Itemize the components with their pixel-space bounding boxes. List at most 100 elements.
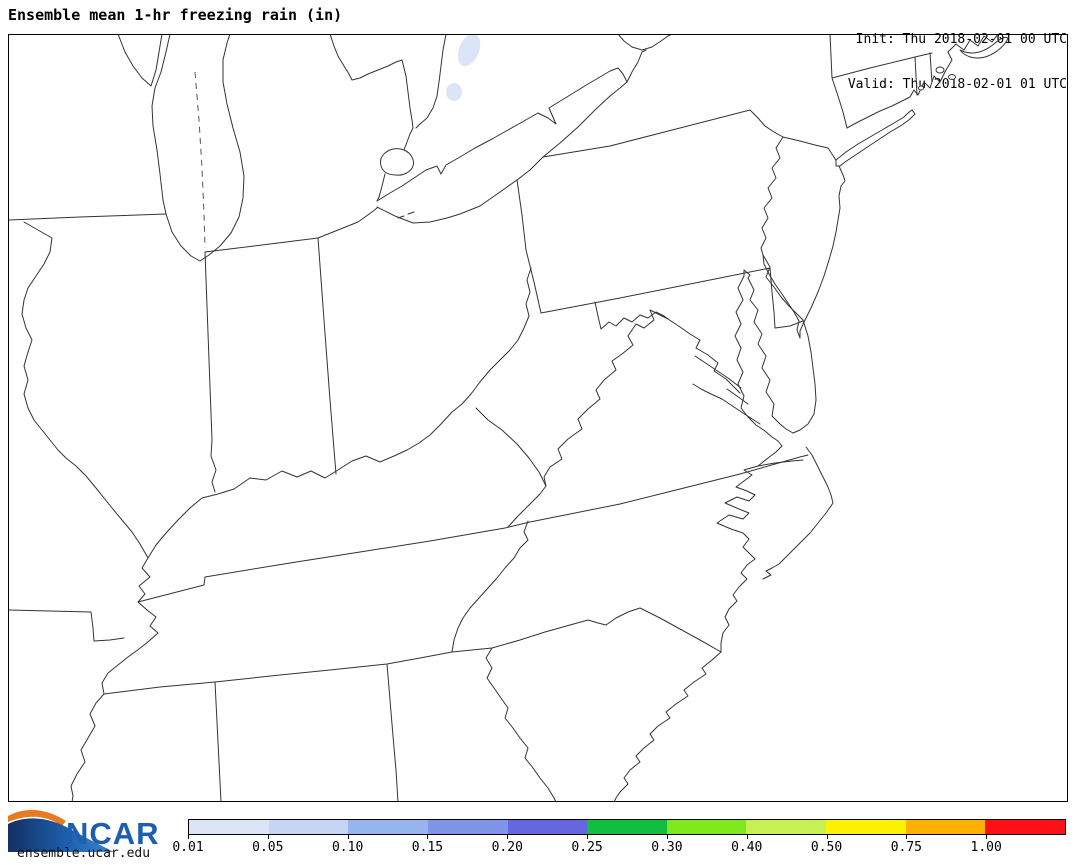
lake-michigan (151, 35, 245, 262)
missouri-arkansas-border (9, 609, 125, 642)
colorbar-tick (188, 835, 189, 839)
pennsylvania-north-border (542, 109, 829, 158)
init-time-label: Init: Thu 2018-02-01 00 UTC (855, 32, 1067, 47)
colorbar-tick (826, 835, 828, 839)
connecticut-coast (846, 89, 915, 129)
indiana-ohio-border (317, 237, 337, 475)
colorbar-tick (746, 835, 748, 839)
colorbar-segment (268, 820, 349, 834)
lake-michigan-state-line (194, 71, 206, 249)
colorbar-segment (746, 820, 827, 834)
ohio-river (147, 267, 532, 559)
new-jersey-coast (799, 147, 846, 339)
colorbar-segment (905, 820, 986, 834)
colorbar-tick-label: 0.15 (411, 840, 444, 855)
colorbar-tick (347, 835, 349, 839)
maryland-west-virginia-potomac-border (594, 301, 669, 330)
colorbar-tick (427, 835, 429, 839)
ncar-logo-swoosh-orange (8, 809, 66, 826)
lake-erie-south-shore (376, 81, 628, 224)
massachusetts-rhode-island-border (929, 52, 933, 83)
illinois-indiana-border (204, 251, 217, 493)
valid-time-label: Valid: Thu 2018-02-01 01 UTC (847, 77, 1067, 92)
alabama-mississippi-border (214, 681, 222, 801)
colorbar-segment (348, 820, 428, 834)
lake-erie-north-shore (376, 67, 628, 202)
mississippi-river-upper (21, 221, 149, 559)
block-island (918, 85, 924, 91)
colorbar-tick-label: 0.50 (810, 840, 843, 855)
potomac-river (667, 318, 741, 394)
colorbar-tick-label: 0.75 (890, 840, 923, 855)
colorbar-tick (906, 835, 908, 839)
nantucket-island (948, 74, 956, 80)
michigan-indiana-border (204, 237, 319, 253)
colorbar-tick-label: 0.20 (491, 840, 523, 855)
kentucky-west-virginia-border (475, 407, 547, 487)
colorbar-segment (507, 820, 588, 834)
delaware-maryland-border (769, 267, 804, 329)
kentucky-virginia-border (507, 485, 547, 528)
cape-cod (959, 36, 1009, 59)
colorbar-tick (587, 835, 589, 839)
albemarle-sound (757, 459, 804, 467)
lake-st-clair (380, 148, 414, 176)
colorbar-segment (587, 820, 667, 834)
colorbar-segment (826, 820, 906, 834)
marthas-vineyard (935, 66, 945, 74)
timestamp-block: Init: Thu 2018-02-01 00 UTC Valid: Thu 2… (848, 2, 1067, 107)
detroit-river (376, 173, 386, 202)
west-virginia-virginia-border (543, 309, 669, 487)
freezing-rain-area (446, 83, 462, 101)
ncar-logo-swoosh (8, 818, 114, 852)
great-lakes (117, 35, 672, 262)
colorbar-segment (985, 820, 1066, 834)
south-carolina-georgia-border (485, 647, 557, 801)
colorbar-segment (666, 820, 747, 834)
st-clair-river (403, 127, 414, 151)
colorbar-segment (189, 820, 269, 834)
green-bay (117, 35, 163, 87)
rivers (21, 221, 532, 801)
freezing-rain-area (457, 35, 481, 67)
atlantic-coastline (613, 35, 1009, 801)
rappahannock-river (694, 355, 742, 389)
rhode-island-massachusetts-coast (913, 35, 998, 96)
delmarva-atlantic-coast (792, 319, 817, 434)
colorbar-tick-label: 0.01 (172, 840, 204, 855)
wisconsin-illinois-border (9, 213, 167, 221)
colorbar-tick (986, 835, 988, 839)
kentucky-tennessee-virginia-north-carolina-line (137, 454, 809, 603)
colorbar-tick-label: 0.25 (571, 840, 603, 855)
colorbar-tick-label: 0.40 (731, 840, 763, 855)
long-island (835, 109, 916, 167)
mississippi-river-lower (70, 557, 159, 801)
north-carolina-south-carolina-border (491, 607, 722, 653)
site-url: ensemble.ucar.edu (17, 846, 151, 861)
colorbar-tick (507, 835, 509, 839)
georgia-alabama-border (386, 663, 399, 801)
colorbar-tick (666, 835, 668, 839)
page-title: Ensemble mean 1-hr freezing rain (in) (8, 6, 343, 24)
lake-huron-ontario-shore (415, 35, 447, 129)
lake-ontario-shore (618, 35, 672, 51)
colorbar-labels: 0.01 0.05 0.10 0.15 0.20 0.25 0.30 0.40 0.50 0.75… (172, 840, 1066, 858)
ohio-pennsylvania-border (516, 179, 542, 314)
colorbar-ticks (188, 835, 1066, 840)
colorbar-tick (267, 835, 269, 839)
precip-areas (446, 35, 481, 101)
colorbar-segment (427, 820, 508, 834)
map-frame (8, 34, 1068, 802)
colorbar-segments (188, 819, 1066, 835)
colorbar-tick-label: 0.30 (651, 840, 683, 855)
james-river (692, 383, 761, 425)
ncar-logo: NCAR (8, 809, 159, 852)
niagara-river (626, 49, 647, 83)
saginaw-bay-shore (329, 35, 414, 129)
colorbar-tick-label: 0.05 (252, 840, 284, 855)
sandusky-islands (397, 211, 415, 219)
michigan-ohio-border (317, 207, 378, 239)
york-river (726, 388, 749, 405)
